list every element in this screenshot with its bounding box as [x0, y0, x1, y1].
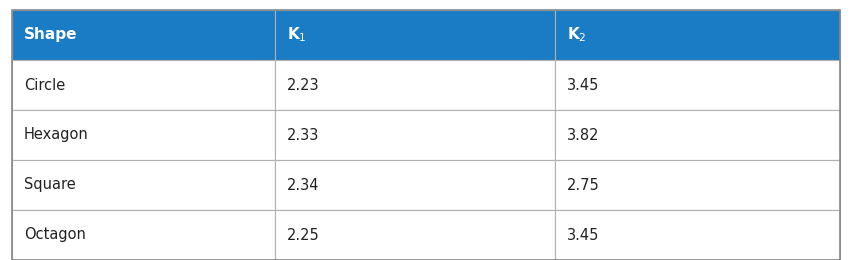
Bar: [12, 210, 275, 260]
Bar: [555, 10, 840, 60]
Bar: [275, 110, 555, 160]
Text: K$_2$: K$_2$: [567, 26, 587, 44]
Text: K$_1$: K$_1$: [287, 26, 307, 44]
Text: 2.75: 2.75: [567, 178, 600, 192]
Text: 3.45: 3.45: [567, 77, 599, 93]
Text: Square: Square: [24, 178, 76, 192]
Bar: [555, 160, 840, 210]
Bar: [12, 10, 275, 60]
Bar: [12, 110, 275, 160]
Text: Shape: Shape: [24, 28, 78, 42]
Bar: [12, 160, 275, 210]
Bar: [555, 210, 840, 260]
Text: 2.25: 2.25: [287, 228, 320, 243]
Text: Hexagon: Hexagon: [24, 127, 89, 142]
Text: 3.45: 3.45: [567, 228, 599, 243]
Bar: [275, 160, 555, 210]
Text: 2.33: 2.33: [287, 127, 320, 142]
Bar: [275, 10, 555, 60]
Text: Circle: Circle: [24, 77, 66, 93]
Text: 2.23: 2.23: [287, 77, 320, 93]
Bar: [555, 110, 840, 160]
Text: Octagon: Octagon: [24, 228, 86, 243]
Bar: [275, 60, 555, 110]
Text: 3.82: 3.82: [567, 127, 600, 142]
Bar: [12, 60, 275, 110]
Bar: [275, 210, 555, 260]
Bar: [555, 60, 840, 110]
Text: 2.34: 2.34: [287, 178, 320, 192]
